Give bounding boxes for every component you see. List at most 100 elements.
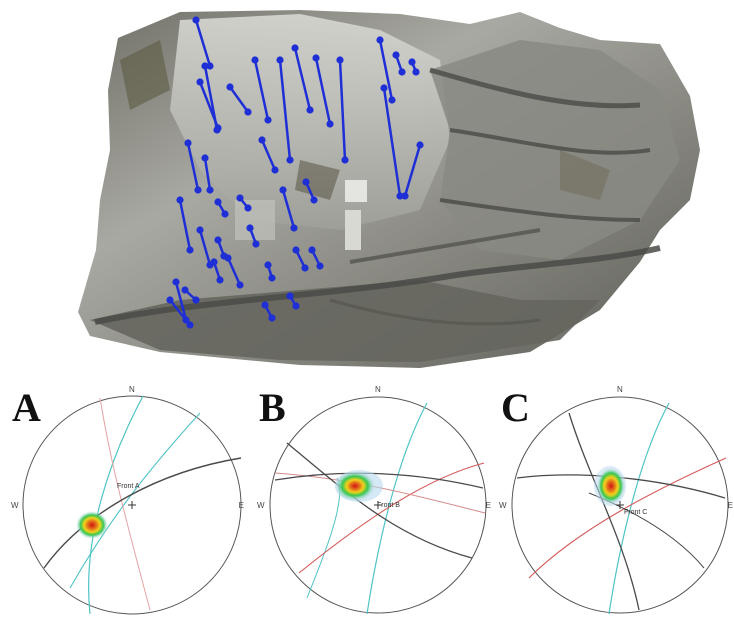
joint-trace-line bbox=[194, 19, 212, 67]
joint-trace-endpoint bbox=[186, 321, 194, 329]
stereonet-panel-a: Front A N E W A bbox=[0, 378, 245, 617]
joint-trace-endpoint bbox=[376, 36, 384, 44]
joint-trace-endpoint bbox=[416, 141, 424, 149]
joint-trace-line bbox=[314, 57, 332, 125]
joint-trace-endpoint bbox=[306, 106, 314, 114]
joint-trace-markers bbox=[166, 16, 424, 329]
joint-trace-endpoint bbox=[181, 286, 189, 294]
joint-trace-endpoint bbox=[264, 261, 272, 269]
joint-trace-line bbox=[253, 59, 270, 121]
joint-trace-endpoint bbox=[192, 296, 200, 304]
joint-trace-endpoint bbox=[290, 224, 298, 232]
east-label: E bbox=[239, 501, 244, 510]
stereonet-c: Front C N E W bbox=[499, 385, 733, 615]
joint-trace-endpoint bbox=[312, 54, 320, 62]
joint-trace-endpoint bbox=[268, 314, 276, 322]
joint-trace-line bbox=[403, 144, 422, 197]
joint-trace-line bbox=[293, 47, 312, 111]
joint-trace-endpoint bbox=[268, 274, 276, 282]
joint-trace-endpoint bbox=[302, 178, 310, 186]
joint-trace-endpoint bbox=[380, 84, 388, 92]
joint-trace-endpoint bbox=[388, 96, 396, 104]
joint-trace-endpoint bbox=[176, 196, 184, 204]
joint-trace-line bbox=[378, 39, 394, 101]
west-label: W bbox=[499, 501, 507, 510]
joint-trace-endpoint bbox=[291, 44, 299, 52]
joint-trace-endpoint bbox=[201, 154, 209, 162]
stereonet-panel-c: Front C N E W C bbox=[489, 378, 734, 617]
joint-trace-line bbox=[260, 139, 277, 171]
joint-trace-endpoint bbox=[292, 246, 300, 254]
joint-trace-endpoint bbox=[166, 296, 174, 304]
joint-trace-endpoint bbox=[301, 264, 309, 272]
joint-trace-endpoint bbox=[336, 56, 344, 64]
joint-trace-endpoint bbox=[172, 278, 180, 286]
joint-trace-endpoint bbox=[252, 240, 260, 248]
joint-trace-line bbox=[228, 86, 250, 113]
joint-trace-endpoint bbox=[271, 166, 279, 174]
joint-trace-endpoint bbox=[412, 68, 420, 76]
joint-trace-endpoint bbox=[214, 198, 222, 206]
stereonet-b: Front B N E W bbox=[257, 385, 491, 615]
joint-trace-endpoint bbox=[194, 186, 202, 194]
joint-trace-line bbox=[226, 257, 242, 286]
joint-trace-endpoint bbox=[264, 116, 272, 124]
joint-trace-line bbox=[281, 189, 296, 229]
north-label: N bbox=[375, 385, 381, 394]
joint-trace-endpoint bbox=[201, 62, 209, 70]
east-label: E bbox=[486, 501, 491, 510]
joint-trace-endpoint bbox=[292, 302, 300, 310]
joint-trace-line bbox=[198, 81, 220, 129]
joint-trace-endpoint bbox=[326, 120, 334, 128]
joint-trace-endpoint bbox=[236, 281, 244, 289]
joint-trace-endpoint bbox=[214, 124, 222, 132]
joint-trace-endpoint bbox=[251, 56, 259, 64]
panel-letter-b: B bbox=[259, 385, 286, 430]
joint-trace-endpoint bbox=[210, 258, 218, 266]
panel-letter-a: A bbox=[12, 385, 41, 430]
joint-trace-endpoint bbox=[206, 186, 214, 194]
joint-trace-endpoint bbox=[226, 83, 234, 91]
joint-trace-endpoint bbox=[286, 156, 294, 164]
joint-trace-endpoint bbox=[401, 192, 409, 200]
joint-trace-line bbox=[338, 59, 347, 161]
stereonet-a: Front A N E W bbox=[11, 385, 244, 615]
joint-trace-endpoint bbox=[279, 186, 287, 194]
east-label: E bbox=[728, 501, 733, 510]
north-label: N bbox=[617, 385, 623, 394]
front-label-b: Front B bbox=[377, 502, 400, 509]
joint-trace-endpoint bbox=[396, 192, 404, 200]
joint-trace-line bbox=[174, 281, 188, 321]
north-label: N bbox=[129, 385, 135, 394]
joint-trace-endpoint bbox=[276, 56, 284, 64]
joint-trace-line bbox=[186, 142, 200, 191]
stereonet-panel-b: Front B N E W B bbox=[247, 378, 492, 617]
joint-trace-endpoint bbox=[408, 58, 416, 66]
joint-trace-line bbox=[203, 157, 212, 191]
joint-trace-endpoint bbox=[261, 301, 269, 309]
joint-trace-line bbox=[278, 59, 292, 161]
joint-trace-endpoint bbox=[206, 62, 214, 70]
joint-trace-endpoint bbox=[392, 51, 400, 59]
joint-trace-endpoint bbox=[220, 252, 228, 260]
west-label: W bbox=[257, 501, 265, 510]
joint-trace-endpoint bbox=[244, 108, 252, 116]
rock-face-photo bbox=[78, 10, 700, 368]
joint-trace-endpoint bbox=[310, 196, 318, 204]
joint-trace-endpoint bbox=[184, 139, 192, 147]
joint-trace-line bbox=[382, 87, 402, 197]
joint-trace-line bbox=[178, 199, 192, 251]
joint-trace-endpoint bbox=[221, 210, 229, 218]
joint-trace-endpoint bbox=[244, 204, 252, 212]
joint-trace-line bbox=[198, 229, 212, 266]
joint-trace-endpoint bbox=[341, 156, 349, 164]
joint-trace-endpoint bbox=[216, 276, 224, 284]
joint-trace-endpoint bbox=[214, 236, 222, 244]
panel-letter-c: C bbox=[501, 385, 530, 430]
joint-trace-endpoint bbox=[398, 68, 406, 76]
front-label-c: Front C bbox=[624, 509, 647, 516]
joint-trace-endpoint bbox=[308, 246, 316, 254]
joint-trace-endpoint bbox=[236, 194, 244, 202]
joint-trace-endpoint bbox=[182, 316, 190, 324]
joint-trace-endpoint bbox=[316, 262, 324, 270]
